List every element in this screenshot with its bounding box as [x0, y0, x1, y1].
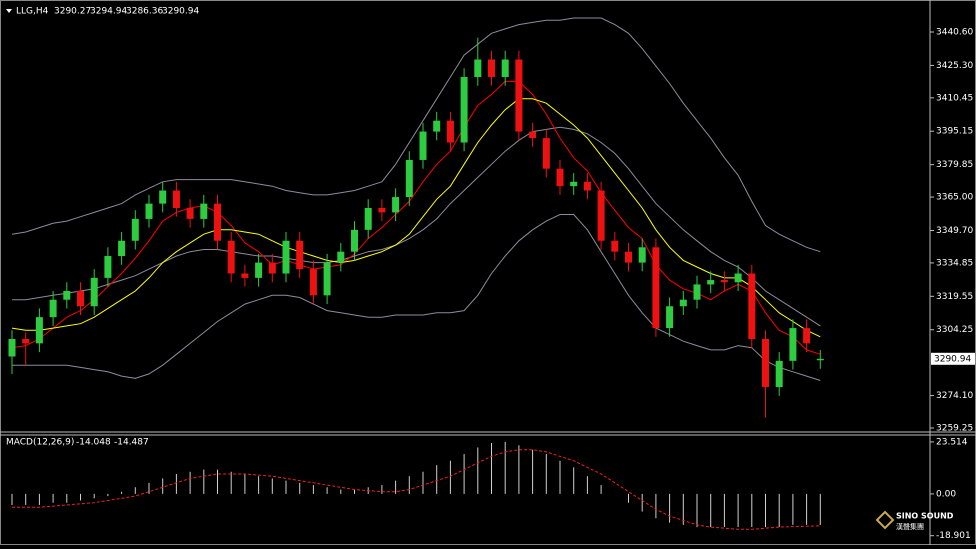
candle-body — [789, 328, 797, 361]
candle-body — [501, 59, 509, 77]
y-tick-label: 3319.55 — [936, 292, 973, 302]
candle-body — [803, 328, 811, 344]
candle-body — [378, 207, 386, 213]
indicator-line — [11, 17, 821, 253]
logo-icon — [875, 510, 895, 530]
y-tick-label: 3410.45 — [936, 93, 973, 103]
candle-body — [529, 131, 537, 139]
candle-body — [474, 59, 482, 77]
candle-body — [227, 240, 235, 274]
signal-value: -14.487 — [114, 438, 149, 448]
candle-body — [49, 299, 57, 318]
candle-body — [131, 218, 139, 241]
candle-body — [296, 240, 304, 270]
logo-name: SINO SOUND — [896, 512, 954, 521]
candle-body — [35, 317, 43, 344]
candle-body — [364, 207, 372, 230]
candle-body — [255, 262, 263, 278]
candle-body — [611, 240, 619, 252]
candle-body — [638, 247, 646, 263]
candle-body — [282, 240, 290, 274]
candle-body — [337, 251, 345, 263]
y-tick-label: 3395.15 — [936, 127, 973, 137]
signal-line — [12, 449, 821, 530]
candle-body — [200, 203, 208, 219]
candle-body — [515, 59, 523, 132]
indicator-line — [12, 126, 821, 327]
macd-title: MACD(12,26,9) — [6, 438, 74, 448]
macd-value: -14.048 — [76, 438, 111, 448]
indicator-line — [11, 98, 821, 338]
candle-body — [775, 360, 783, 388]
y-tick-label: 23.514 — [936, 437, 968, 447]
candle-body — [748, 273, 756, 340]
y-tick-label: 3304.25 — [936, 325, 973, 335]
candle-body — [172, 190, 180, 208]
menu-arrow[interactable] — [6, 9, 12, 13]
y-tick-label: 0.00 — [936, 489, 956, 499]
candle-body — [460, 76, 468, 143]
header-low: 3286.36 — [126, 7, 163, 17]
candle-body — [816, 358, 824, 361]
candle-body — [693, 284, 701, 300]
candle-body — [707, 280, 715, 285]
y-tick-label: 3379.85 — [936, 160, 973, 170]
candle-body — [104, 256, 112, 278]
price-label-box — [931, 352, 975, 365]
candle-body — [90, 277, 98, 307]
candle-body — [159, 190, 167, 204]
header-close: 3290.94 — [162, 7, 199, 17]
candle-body — [446, 120, 454, 143]
candle-body — [433, 120, 441, 132]
candle-body — [419, 131, 427, 160]
current-price-label: 3290.94 — [934, 354, 971, 364]
header-high: 3294.94 — [90, 7, 127, 17]
candle-body — [666, 306, 674, 329]
candle-body — [392, 197, 400, 213]
candle-body — [556, 168, 564, 187]
candle-body — [323, 262, 331, 296]
candle-body — [762, 339, 769, 388]
y-tick-label: -18.901 — [936, 531, 971, 541]
candle-body — [734, 273, 742, 283]
candle-body — [625, 251, 632, 263]
candle-body — [583, 181, 591, 191]
y-tick-label: 3259.25 — [936, 423, 973, 433]
candle-body — [720, 280, 728, 283]
y-tick-label: 3349.70 — [936, 226, 973, 236]
candle-body — [652, 247, 660, 329]
indicator-line — [12, 214, 821, 381]
candle-body — [597, 190, 605, 241]
candle-body — [309, 269, 317, 296]
candle-body — [351, 229, 358, 252]
candle-body — [118, 240, 126, 257]
candle-body — [8, 339, 16, 357]
candle-body — [77, 290, 84, 307]
header-open: 3290.27 — [54, 7, 91, 17]
y-tick-label: 3440.60 — [936, 28, 973, 38]
candle-body — [488, 59, 495, 77]
y-tick-label: 3365.00 — [936, 193, 973, 203]
y-tick-label: 3334.85 — [936, 258, 973, 268]
candle-body — [145, 203, 153, 219]
indicator-line — [11, 80, 821, 355]
logo: SINO SOUND 漢聲集團 — [875, 510, 954, 531]
candle-body — [63, 290, 71, 300]
candle-body — [22, 339, 30, 344]
candle-body — [268, 262, 276, 274]
logo-subtitle: 漢聲集團 — [896, 522, 924, 531]
candle-body — [241, 273, 249, 278]
candle-body — [570, 181, 578, 187]
y-tick-label: 3425.30 — [936, 61, 973, 71]
candle-body — [405, 159, 413, 198]
y-tick-label: 3274.10 — [936, 391, 973, 401]
candle-body — [214, 203, 221, 241]
candle-body — [186, 207, 194, 219]
candle-body — [542, 138, 550, 169]
chart-title: LLG,H4 — [16, 7, 49, 17]
candle-body — [679, 299, 687, 307]
